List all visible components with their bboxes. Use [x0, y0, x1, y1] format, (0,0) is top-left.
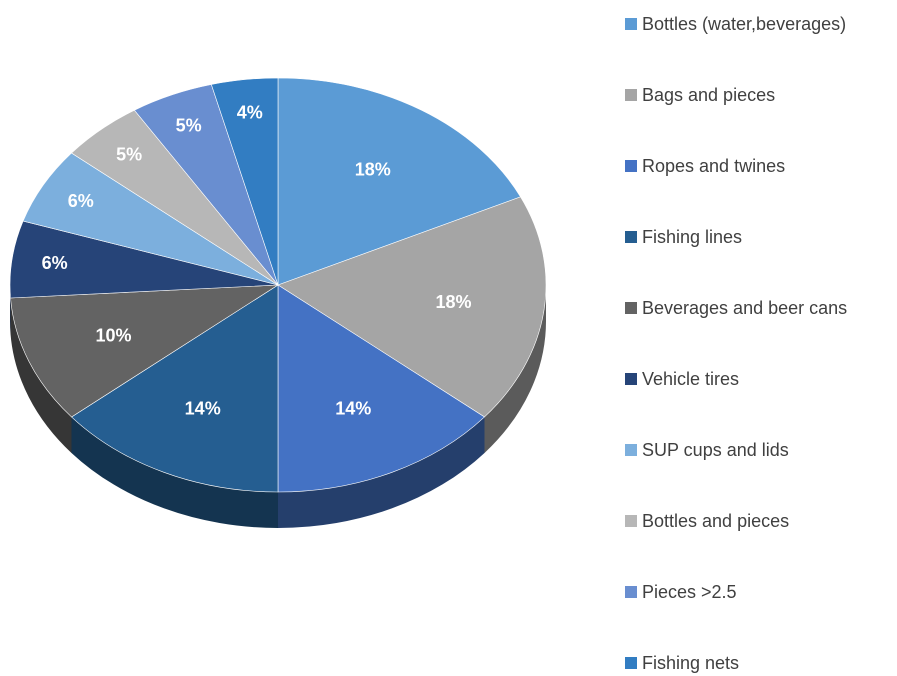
pie-side-4: [10, 297, 72, 453]
legend-item: Bags and pieces: [625, 82, 775, 108]
legend-item: Beverages and beer cans: [625, 295, 847, 321]
legend-item: Bottles (water,beverages): [625, 11, 846, 37]
legend-swatch: [625, 515, 637, 527]
legend-label: Bags and pieces: [642, 84, 776, 105]
pie-slice-2: [277, 284, 485, 493]
pie-data-labels: 18% 18% 14% 14% 10% 6% 6% 5% 5% 4%: [42, 102, 472, 418]
pie-slice-0: [277, 77, 521, 286]
legend-swatch: [625, 586, 637, 598]
pie-label-2: 14%: [335, 399, 371, 419]
legend-swatch: [625, 160, 637, 172]
pie-slice-3: [71, 284, 279, 493]
legend-label: Bottles (water,beverages): [642, 13, 847, 34]
legend-label: Beverages and beer cans: [642, 297, 848, 318]
legend-label: Ropes and twines: [642, 155, 786, 176]
legend-item: Fishing nets: [625, 650, 739, 676]
legend-label: Pieces >2.5: [642, 581, 737, 602]
legend-swatch: [625, 89, 637, 101]
legend-item: SUP cups and lids: [625, 437, 789, 463]
legend-item: Fishing lines: [625, 224, 742, 250]
legend-label: Vehicle tires: [642, 368, 740, 389]
pie-label-8: 5%: [176, 115, 202, 135]
legend-swatch: [625, 231, 637, 243]
legend-swatch: [625, 373, 637, 385]
legend-label: SUP cups and lids: [642, 439, 789, 460]
legend-swatch: [625, 657, 637, 669]
pie-label-3: 14%: [185, 399, 221, 419]
pie-slice-1: [277, 196, 547, 418]
pie-side-1: [484, 285, 546, 453]
legend-label: Bottles and pieces: [642, 510, 790, 531]
pie-label-6: 6%: [68, 191, 94, 211]
legend-swatch: [625, 302, 637, 314]
pie-side-3: [71, 416, 279, 528]
legend-item: Vehicle tires: [625, 366, 739, 392]
pie-label-0: 18%: [355, 160, 391, 180]
pie-label-4: 10%: [96, 325, 132, 345]
pie-label-1: 18%: [435, 292, 471, 312]
legend-item: Bottles and pieces: [625, 508, 789, 534]
legend-swatch: [625, 18, 637, 30]
legend-swatch: [625, 444, 637, 456]
legend-item: Ropes and twines: [625, 153, 785, 179]
legend-label: Fishing nets: [642, 652, 740, 673]
pie-label-9: 4%: [237, 102, 263, 122]
pie-label-7: 5%: [116, 145, 142, 165]
pie-label-5: 6%: [42, 253, 68, 273]
pie-side-2: [278, 416, 485, 528]
legend-label: Fishing lines: [642, 226, 743, 247]
pie-chart: 18% 18% 14% 14% 10% 6% 6% 5% 5% 4%: [9, 77, 547, 528]
legend-item: Pieces >2.5: [625, 579, 737, 605]
pie-slice-9: [210, 77, 279, 286]
pie-slices: [9, 77, 547, 493]
pie-slice-4: [10, 284, 280, 418]
